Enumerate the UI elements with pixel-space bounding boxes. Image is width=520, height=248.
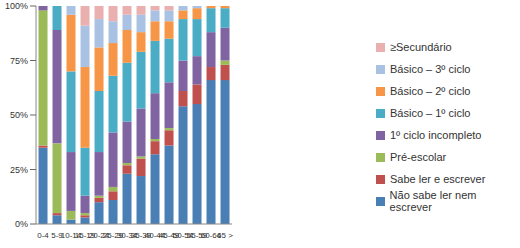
svg-text:45-49: 45-49 [158,230,180,240]
svg-text:50%: 50% [10,110,28,120]
svg-text:30-34: 30-34 [116,230,138,240]
html-text:Básico – 1º ciclo: Básico – 1º ciclo [390,107,471,119]
svg-text:15-19: 15-19 [74,230,96,240]
svg-text:55-59: 55-59 [186,230,208,240]
svg-text:100%: 100% [8,1,28,11]
svg-text:0%: 0% [15,219,28,229]
svg-text:50-54: 50-54 [172,230,194,240]
html-text:Sabe ler e escrever: Sabe ler e escrever [390,173,486,185]
html-text:Básico – 3º ciclo: Básico – 3º ciclo [390,63,471,75]
svg-text:20-24: 20-24 [88,230,110,240]
html-text:≥Secundário: ≥Secundário [390,41,452,53]
svg-text:0-4: 0-4 [37,231,49,240]
svg-text:25-29: 25-29 [102,230,124,240]
html-text:Pré-escolar: Pré-escolar [390,151,447,163]
svg-text:10-14: 10-14 [60,230,82,240]
svg-text:5-9: 5-9 [51,230,63,240]
svg-text:75%: 75% [10,56,28,66]
svg-text:25%: 25% [10,165,28,175]
html-text:1º ciclo incompleto: 1º ciclo incompleto [390,129,482,141]
svg-text:40-44: 40-44 [144,230,166,240]
svg-text:60-64: 60-64 [200,230,222,240]
svg-text:65 >: 65 > [217,231,233,240]
html-text:Não sabe ler nem escrever: Não sabe ler nem escrever [389,189,477,213]
html-text:Básico – 2º ciclo: Básico – 2º ciclo [390,85,471,97]
svg-text:35-39: 35-39 [130,230,152,240]
